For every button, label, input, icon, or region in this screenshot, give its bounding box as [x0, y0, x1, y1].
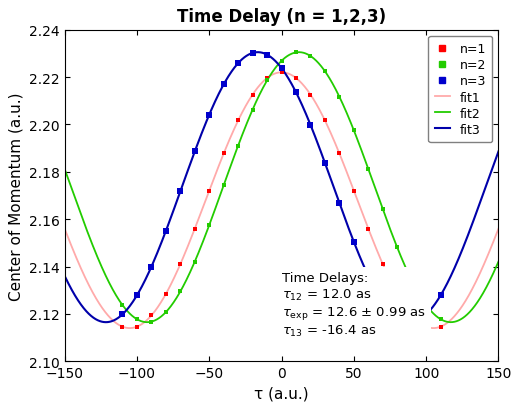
Point [191, 258, 199, 265]
Point [119, 302, 127, 308]
Point [119, 324, 127, 330]
Point [219, 182, 228, 189]
Point [379, 261, 387, 268]
Point [263, 52, 271, 59]
Point [162, 291, 170, 297]
Point [277, 66, 285, 72]
Point [321, 118, 329, 124]
Point [364, 273, 372, 279]
Point [205, 112, 213, 119]
Point [147, 264, 155, 270]
Point [176, 288, 185, 295]
Point [436, 316, 445, 323]
Point [234, 118, 242, 124]
Point [393, 245, 401, 251]
Point [191, 149, 199, 155]
Text: Time Delays:
$\tau_{12}$ = 12.0 as
$\tau_{\mathrm{exp}}$ = 12.6 $\pm$ 0.99 as
$\: Time Delays: $\tau_{12}$ = 12.0 as $\tau… [281, 272, 425, 338]
Point [306, 54, 315, 60]
Point [292, 50, 300, 56]
Title: Time Delay (n = 1,2,3): Time Delay (n = 1,2,3) [177, 8, 386, 26]
Point [219, 151, 228, 157]
Point [350, 188, 358, 194]
Point [133, 292, 141, 299]
Point [147, 312, 155, 319]
Point [133, 324, 141, 330]
Point [205, 222, 213, 229]
Point [147, 319, 155, 325]
Point [350, 239, 358, 245]
Point [191, 226, 199, 232]
X-axis label: τ (a.u.): τ (a.u.) [254, 386, 309, 401]
Point [219, 82, 228, 88]
Point [277, 70, 285, 76]
Point [364, 226, 372, 232]
Point [292, 90, 300, 97]
Point [335, 94, 344, 101]
Legend: n=1, n=2, n=3, fit1, fit2, fit3: n=1, n=2, n=3, fit1, fit2, fit3 [428, 37, 492, 143]
Point [249, 51, 257, 57]
Point [277, 58, 285, 65]
Point [408, 319, 416, 326]
Point [205, 188, 213, 194]
Point [306, 122, 315, 129]
Point [119, 311, 127, 318]
Point [379, 299, 387, 306]
Point [408, 277, 416, 284]
Point [379, 207, 387, 213]
Point [321, 160, 329, 167]
Y-axis label: Center of Momentum (a.u.): Center of Momentum (a.u.) [8, 92, 23, 300]
Point [263, 76, 271, 82]
Point [393, 315, 401, 321]
Point [335, 151, 344, 157]
Point [176, 189, 185, 195]
Point [234, 143, 242, 149]
Point [436, 324, 445, 330]
Point [364, 166, 372, 173]
Point [234, 61, 242, 67]
Point [162, 309, 170, 316]
Point [249, 92, 257, 99]
Point [162, 228, 170, 235]
Point [292, 76, 300, 82]
Point [350, 128, 358, 134]
Point [408, 312, 416, 319]
Point [176, 261, 185, 268]
Point [422, 311, 431, 318]
Point [306, 92, 315, 99]
Point [436, 292, 445, 299]
Point [263, 78, 271, 85]
Point [422, 302, 431, 308]
Point [422, 324, 431, 330]
Point [249, 107, 257, 114]
Point [393, 291, 401, 297]
Point [335, 200, 344, 207]
Point [321, 69, 329, 75]
Point [133, 316, 141, 323]
